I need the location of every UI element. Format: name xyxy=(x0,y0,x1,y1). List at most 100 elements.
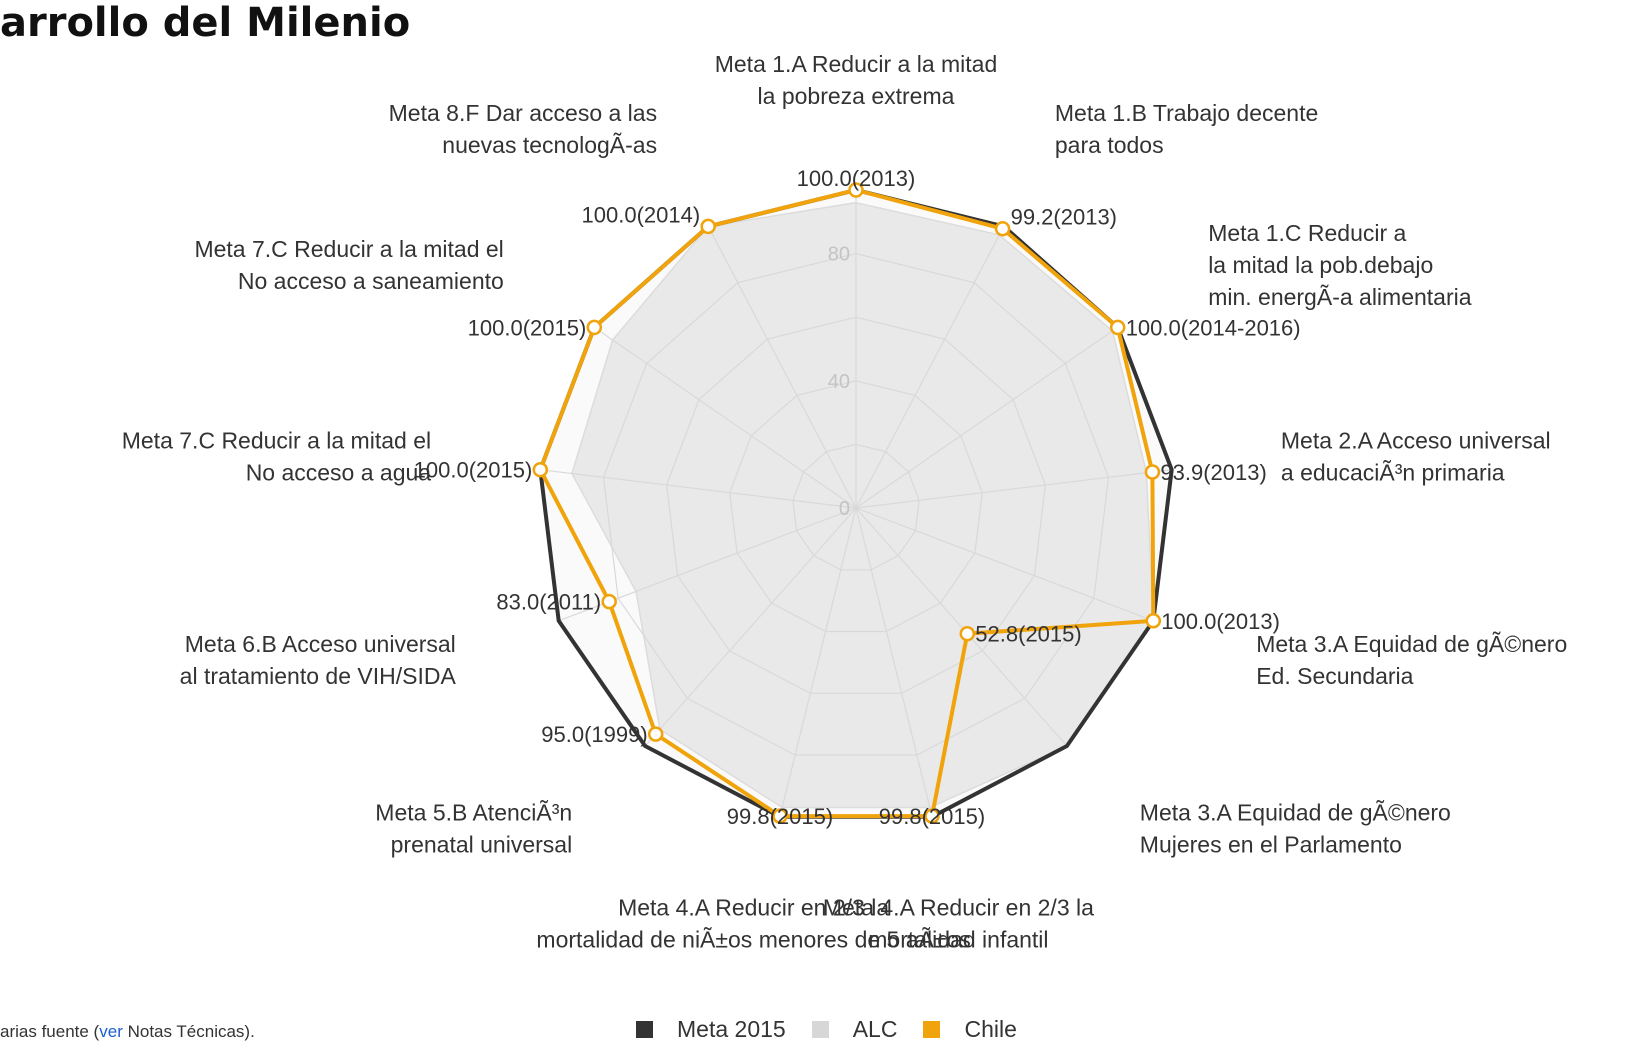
data-label: 83.0(2011) xyxy=(496,590,601,615)
chile-point xyxy=(700,218,716,235)
grid-ring xyxy=(665,316,1047,694)
data-label: 52.8(2015) xyxy=(975,622,1081,647)
data-label: 100.0(2014) xyxy=(582,202,701,227)
legend-label-alc: ALC xyxy=(852,1016,898,1042)
axis-label-line: Meta 1.C Reducir a xyxy=(1208,220,1406,246)
axis-label-line: Meta 3.A Equidad de gÃ©nero xyxy=(1256,631,1567,657)
data-label: 95.0(1999) xyxy=(541,722,647,747)
data-label: 93.9(2013) xyxy=(1160,460,1266,485)
axis-label-line: No acceso a agua xyxy=(246,459,432,485)
data-label: 100.0(2013) xyxy=(797,166,916,191)
grid-ring xyxy=(792,443,920,571)
axis-label: Meta 1.C Reducir a la mitad la pob.debajo… xyxy=(1208,220,1472,310)
chile-point xyxy=(994,220,1011,237)
data-label: 100.0(2015) xyxy=(414,458,533,483)
axis-label: Meta 4.A Reducir en 2/3 la mortalidad de … xyxy=(536,895,970,953)
axis-label: Meta 7.C Reducir a la mitad el No acceso … xyxy=(194,236,503,294)
axis-label-line: Meta 1.A Reducir a la mitad xyxy=(715,51,998,77)
axis-label-line: la pobreza extrema xyxy=(758,83,955,109)
data-label: 100.0(2015) xyxy=(468,315,587,340)
axis-label: Meta 2.A Acceso universal a educaciÃ³n pr… xyxy=(1281,427,1551,485)
axis-label-line: al tratamiento de VIH/SIDA xyxy=(180,663,457,689)
axis-label-line: mortalidad de niÃ±os menores de 5 aÃ±os xyxy=(536,927,970,953)
grid-spoke xyxy=(855,507,1068,747)
axis-label-line: para todos xyxy=(1055,132,1164,158)
axis-label-line: a educaciÃ³n primaria xyxy=(1281,459,1505,485)
chile-point xyxy=(959,625,976,642)
grid-spoke xyxy=(855,326,1119,509)
axis-label: Meta 6.B Acceso universal al tratamiento … xyxy=(180,631,457,689)
axis-label-line: nuevas tecnologÃ-as xyxy=(442,132,657,158)
data-label: 99.8(2015) xyxy=(879,804,985,829)
grid-spoke xyxy=(855,469,1172,509)
axis-label-line: Meta 2.A Acceso universal xyxy=(1281,427,1551,453)
grid-spoke xyxy=(855,507,933,817)
data-label: 99.8(2015) xyxy=(727,804,833,829)
axis-label: Meta 7.C Reducir a la mitad el No acceso … xyxy=(122,427,432,485)
axis-label-line: Meta 5.B AtenciÃ³n xyxy=(375,799,572,825)
footnote-link[interactable]: ver xyxy=(99,1022,123,1041)
chile-point xyxy=(848,182,864,198)
axis-label-line: min. energÃ-a alimentaria xyxy=(1208,284,1472,310)
page-title: arrollo del Milenio xyxy=(0,0,411,46)
grid-spoke xyxy=(855,226,1005,509)
tick-label: 0 xyxy=(839,498,850,520)
axis-label-line: Ed. Secundaria xyxy=(1256,663,1413,689)
axis-label-line: Meta 3.A Equidad de gÃ©nero xyxy=(1140,799,1451,825)
axis-label-line: Meta 4.A Reducir en 2/3 la xyxy=(618,895,889,921)
axis-label-line: Meta 7.C Reducir a la mitad el xyxy=(194,236,503,262)
chile-point xyxy=(647,726,664,742)
data-label: 99.2(2013) xyxy=(1011,205,1117,230)
chile-point xyxy=(1109,319,1126,336)
chile-point xyxy=(586,319,603,336)
legend-item-chile[interactable]: Chile xyxy=(923,1016,1017,1043)
tick-label: 80 xyxy=(828,244,850,266)
grid-spoke xyxy=(593,326,857,509)
chile-point xyxy=(601,593,617,610)
legend-label-meta: Meta 2015 xyxy=(677,1016,786,1042)
axis-label: Meta 5.B AtenciÃ³n prenatal universal xyxy=(375,799,572,857)
data-label: 100.0(2013) xyxy=(1161,609,1280,634)
axis-label-line: Meta 1.B Trabajo decente xyxy=(1055,100,1318,126)
series-chile-line xyxy=(538,187,1156,819)
chile-point xyxy=(1145,613,1162,629)
axis-label: Meta 8.F Dar acceso a las nuevas tecnolog… xyxy=(389,100,657,158)
legend-item-alc[interactable]: ALC xyxy=(811,1016,898,1043)
axis-label-line: Meta 4.A Reducir en 2/3 la xyxy=(823,895,1094,921)
legend-swatch-meta xyxy=(636,1021,653,1038)
axis-label: Meta 4.A Reducir en 2/3 la mortalidad inf… xyxy=(823,895,1094,953)
footnote: arias fuente (ver Notas Técnicas). xyxy=(0,1022,255,1042)
axis-label-line: Mujeres en el Parlamento xyxy=(1140,831,1402,857)
axis-label: Meta 1.A Reducir a la mitad la pobreza ex… xyxy=(715,51,998,109)
axis-label-line: prenatal universal xyxy=(391,831,573,857)
axis-label-line: Meta 7.C Reducir a la mitad el xyxy=(122,427,431,453)
axis-label-line: No acceso a saneamiento xyxy=(238,268,504,294)
axis-label-line: mortalidad infantil xyxy=(868,927,1048,953)
axis-label: Meta 1.B Trabajo decente para todos xyxy=(1055,100,1318,158)
legend-label-chile: Chile xyxy=(964,1016,1017,1042)
chile-point xyxy=(772,808,788,824)
grid-ring xyxy=(602,252,1110,756)
data-label: 100.0(2014-2016) xyxy=(1126,315,1301,340)
chile-point xyxy=(1144,464,1161,480)
axis-label: Meta 3.A Equidad de gÃ©nero Mujeres en el… xyxy=(1140,799,1451,857)
grid-spoke xyxy=(540,469,857,509)
grid-spoke xyxy=(707,226,857,509)
legend-item-meta[interactable]: Meta 2015 xyxy=(636,1016,786,1043)
chile-point xyxy=(924,808,940,824)
axis-label-line: Meta 6.B Acceso universal xyxy=(185,631,456,657)
grid-spoke xyxy=(855,507,1154,622)
footnote-suffix: Notas Técnicas). xyxy=(122,1022,255,1041)
axis-label-line: Meta 8.F Dar acceso a las xyxy=(389,100,657,126)
chart-legend: Meta 2015 ALC Chile xyxy=(636,1016,1043,1043)
footnote-prefix: arias fuente ( xyxy=(0,1022,100,1041)
series-alc-area xyxy=(571,201,1155,809)
legend-swatch-chile xyxy=(923,1021,941,1038)
legend-swatch-alc xyxy=(811,1021,829,1038)
grid-spoke xyxy=(644,507,857,747)
tick-label: 40 xyxy=(828,371,850,393)
grid-spoke xyxy=(779,507,857,817)
axis-label: Meta 3.A Equidad de gÃ©nero Ed. Secundari… xyxy=(1256,631,1567,689)
grid-ring xyxy=(729,380,983,633)
